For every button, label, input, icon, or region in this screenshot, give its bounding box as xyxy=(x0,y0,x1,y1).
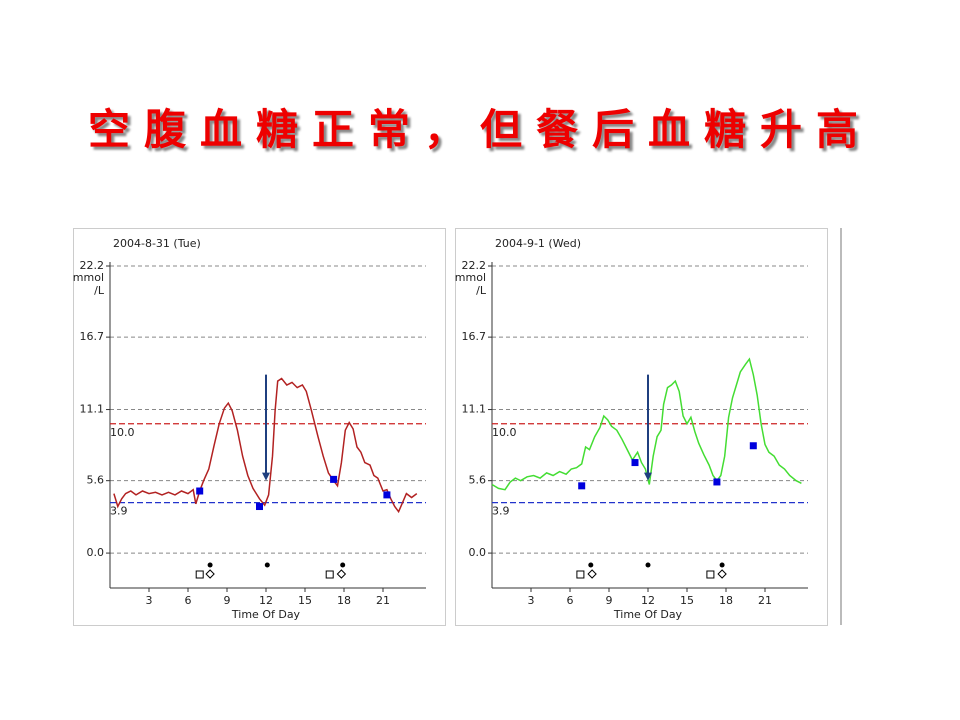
x-tick-label: 6 xyxy=(567,594,574,607)
x-tick-label: 3 xyxy=(528,594,535,607)
x-tick-label: 3 xyxy=(146,594,153,607)
y-tick-label: 5.6 xyxy=(87,474,105,487)
meter-reading xyxy=(256,503,263,511)
y-tick-label: 11.1 xyxy=(462,403,487,416)
meter-reading xyxy=(330,475,338,483)
event-insulin xyxy=(717,569,727,579)
arrow-head xyxy=(644,472,652,481)
chart-title: 2004-9-1 (Wed) xyxy=(495,237,581,250)
meter-reading xyxy=(631,459,639,467)
x-tick-label: 6 xyxy=(185,594,192,607)
y-tick-label: 0.0 xyxy=(87,546,105,559)
event-exercise xyxy=(264,562,270,568)
panel xyxy=(73,228,446,626)
arrow-head xyxy=(262,472,270,481)
chart-title: 2004-8-31 (Tue) xyxy=(113,237,201,250)
meter-reading xyxy=(196,487,204,495)
meter-reading xyxy=(749,442,757,450)
y-axis-label: /L xyxy=(94,284,105,297)
event-exercise xyxy=(645,562,651,568)
x-axis-label: Time Of Day xyxy=(231,608,301,621)
x-tick-label: 9 xyxy=(224,594,231,607)
event-exercise xyxy=(207,562,213,568)
y-axis-label: mmol xyxy=(73,271,104,284)
event-insulin xyxy=(587,569,597,579)
y-tick-label: 22.2 xyxy=(80,259,105,272)
event-exercise xyxy=(588,562,594,568)
x-tick-label: 18 xyxy=(719,594,733,607)
x-tick-label: 12 xyxy=(259,594,273,607)
glucose-line xyxy=(491,357,802,491)
panel xyxy=(455,228,828,626)
y-tick-label: 16.7 xyxy=(80,330,105,343)
x-tick-label: 21 xyxy=(376,594,390,607)
x-tick-label: 9 xyxy=(606,594,613,607)
y-tick-label: 16.7 xyxy=(462,330,487,343)
event-exercise xyxy=(340,562,346,568)
reference-label: 3.9 xyxy=(110,505,128,518)
meter-reading xyxy=(578,482,586,490)
x-tick-label: 15 xyxy=(680,594,694,607)
meter-reading xyxy=(713,478,721,486)
x-tick-label: 18 xyxy=(337,594,351,607)
y-tick-label: 0.0 xyxy=(469,546,487,559)
meter-reading xyxy=(383,491,391,499)
y-tick-label: 5.6 xyxy=(469,474,487,487)
x-axis-label: Time Of Day xyxy=(613,608,683,621)
slide-title: 空腹血糖正常，但餐后血糖升高 xyxy=(87,105,872,154)
reference-label: 10.0 xyxy=(110,426,135,439)
reference-label: 10.0 xyxy=(492,426,517,439)
x-tick-label: 15 xyxy=(298,594,312,607)
event-meal xyxy=(706,570,715,579)
event-exercise xyxy=(719,562,725,568)
event-meal xyxy=(195,570,204,579)
glucose-line xyxy=(113,377,418,514)
reference-label: 3.9 xyxy=(492,505,510,518)
y-tick-label: 22.2 xyxy=(462,259,487,272)
y-tick-label: 11.1 xyxy=(80,403,105,416)
event-insulin xyxy=(205,569,215,579)
event-meal xyxy=(576,570,585,579)
event-meal xyxy=(325,570,334,579)
y-axis-label: mmol xyxy=(455,271,486,284)
event-insulin xyxy=(336,569,347,579)
y-axis-label: /L xyxy=(476,284,487,297)
x-tick-label: 21 xyxy=(758,594,772,607)
x-tick-label: 12 xyxy=(641,594,655,607)
